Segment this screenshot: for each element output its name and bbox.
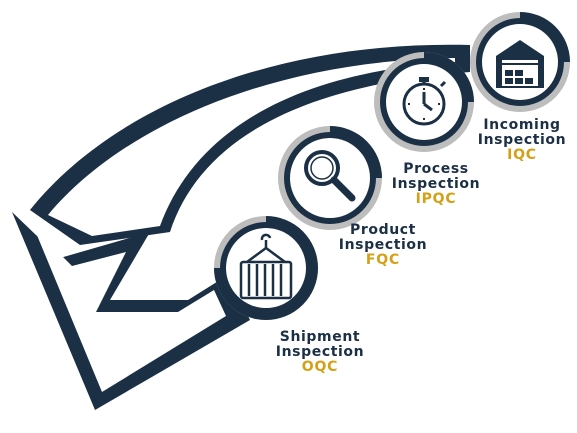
container-crane-icon <box>239 233 293 300</box>
step-code: IQC <box>507 147 537 163</box>
warehouse-icon <box>496 40 544 88</box>
step-title-line1: Product <box>350 222 416 238</box>
step-title-line1: Incoming <box>483 117 561 133</box>
step-circle-iqc <box>470 12 570 112</box>
curved-arrow <box>12 44 470 410</box>
magnifier-icon <box>304 150 356 202</box>
step-title-line1: Process <box>403 161 469 177</box>
step-label-ipqc: Process Inspection IPQC <box>380 162 492 207</box>
step-code: OQC <box>301 359 339 375</box>
step-code: FQC <box>365 252 401 268</box>
step-code: IPQC <box>415 191 457 207</box>
step-title-line2: Inspection <box>275 344 365 360</box>
step-title-line2: Inspection <box>477 132 567 148</box>
step-label-fqc: Product Inspection FQC <box>328 223 438 268</box>
step-label-oqc: Shipment Inspection OQC <box>262 330 378 375</box>
step-circle-ipqc <box>374 52 474 152</box>
step-title-line2: Inspection <box>391 176 481 192</box>
step-label-iqc: Incoming Inspection IQC <box>470 118 574 163</box>
step-title-line2: Inspection <box>338 237 428 253</box>
step-circle-fqc <box>278 126 382 230</box>
stopwatch-icon <box>402 77 447 126</box>
step-title-line1: Shipment <box>279 329 361 345</box>
step-circle-oqc <box>214 216 318 320</box>
